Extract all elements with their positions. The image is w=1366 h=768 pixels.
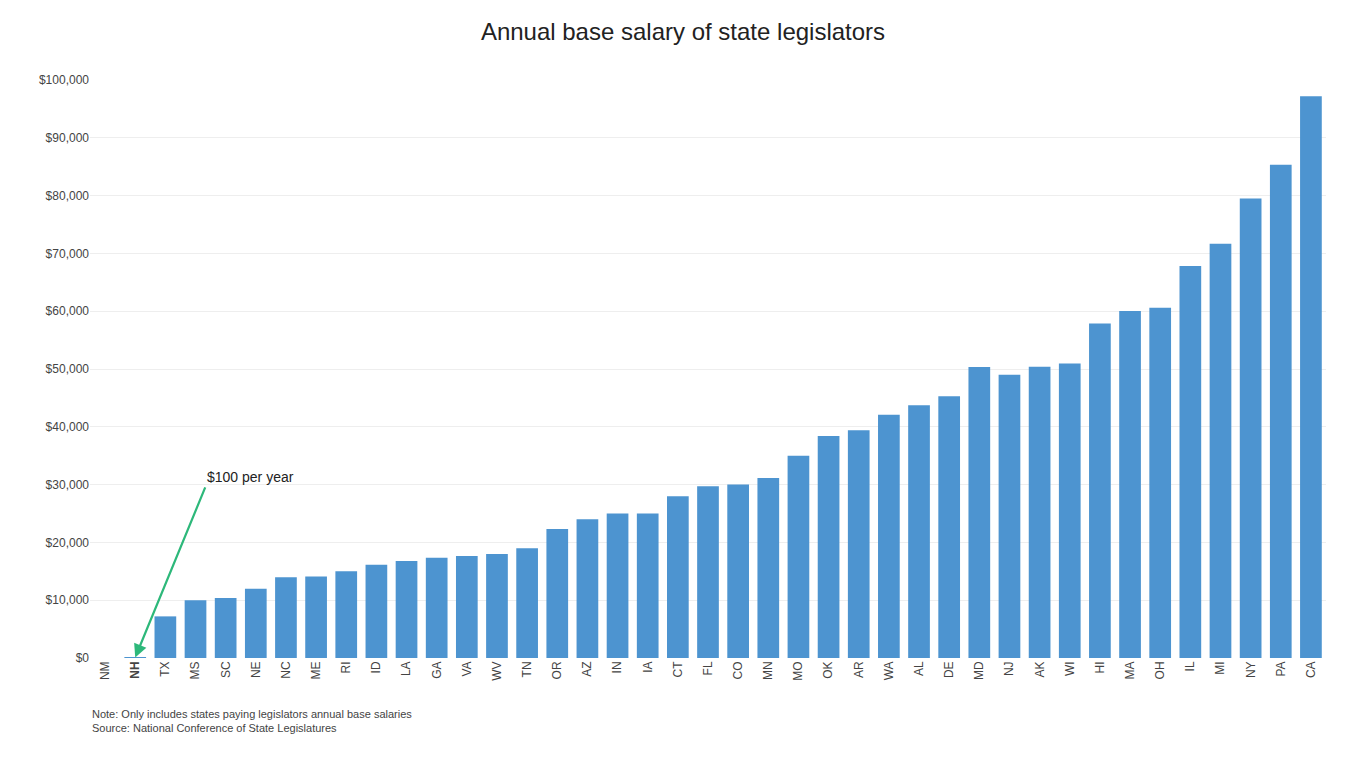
svg-text:ME: ME: [309, 661, 323, 679]
svg-text:NH: NH: [128, 661, 142, 678]
svg-text:Annual base salary of state le: Annual base salary of state legislators: [481, 18, 885, 45]
svg-text:ID: ID: [369, 661, 383, 673]
svg-text:AR: AR: [852, 661, 866, 678]
svg-text:$0: $0: [76, 651, 90, 665]
svg-text:MO: MO: [791, 661, 805, 680]
svg-text:$20,000: $20,000: [46, 536, 90, 550]
svg-text:TX: TX: [158, 661, 172, 676]
svg-text:PA: PA: [1274, 661, 1288, 676]
svg-text:NJ: NJ: [1002, 661, 1016, 676]
svg-text:NY: NY: [1244, 661, 1258, 678]
svg-text:MN: MN: [761, 661, 775, 680]
svg-text:MD: MD: [972, 661, 986, 680]
svg-text:OH: OH: [1153, 661, 1167, 679]
svg-text:TN: TN: [520, 661, 534, 677]
svg-text:AZ: AZ: [580, 661, 594, 676]
svg-text:MS: MS: [188, 661, 202, 679]
svg-text:$60,000: $60,000: [46, 304, 90, 318]
svg-text:IA: IA: [641, 661, 655, 672]
svg-text:WA: WA: [882, 661, 896, 680]
svg-text:DE: DE: [942, 661, 956, 678]
svg-text:OK: OK: [821, 661, 835, 678]
svg-text:MI: MI: [1213, 661, 1227, 674]
svg-text:$50,000: $50,000: [46, 362, 90, 376]
svg-text:MA: MA: [1123, 661, 1137, 679]
svg-text:$80,000: $80,000: [46, 189, 90, 203]
svg-text:$70,000: $70,000: [46, 247, 90, 261]
svg-text:$100 per year: $100 per year: [207, 469, 294, 485]
svg-text:WI: WI: [1063, 661, 1077, 676]
svg-text:NE: NE: [249, 661, 263, 678]
svg-text:IN: IN: [610, 661, 624, 673]
svg-text:CO: CO: [731, 661, 745, 679]
svg-text:AK: AK: [1033, 661, 1047, 677]
svg-text:$90,000: $90,000: [46, 131, 90, 145]
svg-text:LA: LA: [399, 661, 413, 676]
svg-text:HI: HI: [1093, 661, 1107, 673]
svg-text:AL: AL: [912, 661, 926, 676]
svg-text:NC: NC: [279, 661, 293, 679]
svg-text:RI: RI: [339, 661, 353, 673]
svg-text:SC: SC: [219, 661, 233, 678]
svg-text:VA: VA: [460, 661, 474, 676]
svg-text:$30,000: $30,000: [46, 478, 90, 492]
svg-text:GA: GA: [430, 661, 444, 678]
svg-text:IL: IL: [1183, 661, 1197, 671]
svg-text:OR: OR: [550, 661, 564, 679]
svg-text:Note: Only includes states pay: Note: Only includes states paying legisl…: [92, 708, 412, 734]
svg-text:CA: CA: [1304, 661, 1318, 678]
svg-text:NM: NM: [98, 661, 112, 680]
svg-text:$10,000: $10,000: [46, 593, 90, 607]
svg-text:$40,000: $40,000: [46, 420, 90, 434]
svg-text:FL: FL: [701, 661, 715, 675]
svg-text:WV: WV: [490, 661, 504, 680]
svg-text:$100,000: $100,000: [39, 73, 89, 87]
svg-text:CT: CT: [671, 661, 685, 678]
